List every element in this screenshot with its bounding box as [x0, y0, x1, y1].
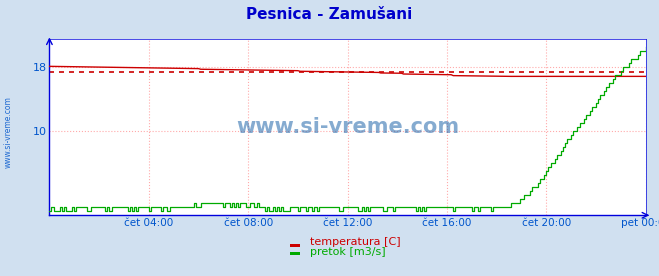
Text: temperatura [C]: temperatura [C] — [310, 237, 401, 247]
Text: www.si-vreme.com: www.si-vreme.com — [4, 97, 13, 168]
Text: pretok [m3/s]: pretok [m3/s] — [310, 247, 386, 257]
Text: www.si-vreme.com: www.si-vreme.com — [236, 117, 459, 137]
Text: Pesnica - Zamušani: Pesnica - Zamušani — [246, 7, 413, 22]
